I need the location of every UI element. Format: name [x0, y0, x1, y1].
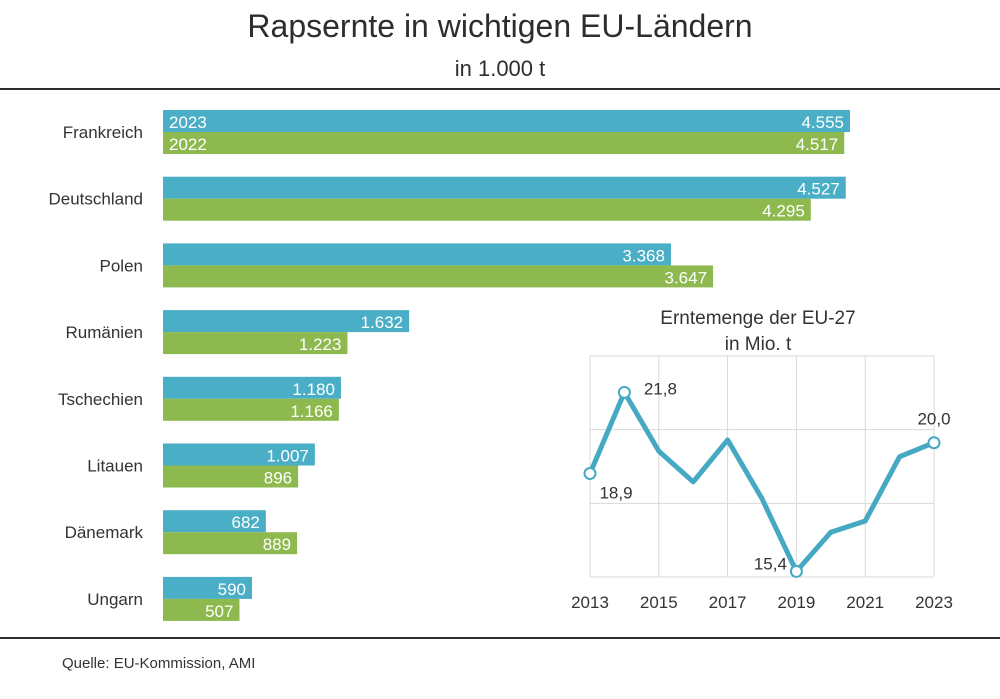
highlight-point — [583, 466, 597, 480]
value-label-2022: 4.517 — [796, 135, 839, 154]
value-label-2022: 4.295 — [762, 202, 805, 221]
bar-2023 — [163, 310, 410, 333]
category-label: Tschechien — [58, 390, 143, 409]
chart-subtitle: in 1.000 t — [454, 56, 546, 81]
bar-2022 — [163, 198, 811, 221]
value-label-2022: 1.223 — [299, 335, 342, 354]
point-label: 15,4 — [754, 554, 787, 573]
bar-2023 — [163, 176, 846, 199]
value-label-2022: 896 — [264, 469, 292, 488]
value-label-2022: 889 — [263, 535, 291, 554]
value-label-2023: 1.632 — [361, 313, 404, 332]
bar-2022 — [163, 265, 714, 288]
bar-2023 — [163, 243, 671, 266]
point-label: 18,9 — [599, 483, 632, 502]
value-label-2022: 3.647 — [665, 268, 708, 287]
value-label-2023: 1.007 — [266, 447, 309, 466]
value-label-2022: 507 — [205, 602, 233, 621]
highlight-point — [617, 385, 631, 399]
inset-title: Erntemenge der EU-27 — [660, 308, 855, 329]
x-tick-label: 2023 — [915, 593, 953, 612]
value-label-2023: 1.180 — [292, 380, 335, 399]
value-label-2023: 590 — [218, 580, 246, 599]
point-label: 21,8 — [644, 379, 677, 398]
category-label: Frankreich — [63, 123, 143, 142]
x-tick-label: 2019 — [777, 593, 815, 612]
value-label-2022: 1.166 — [290, 402, 333, 421]
value-label-2023: 3.368 — [622, 246, 665, 265]
category-label: Dänemark — [65, 523, 144, 542]
top-rule — [0, 88, 1000, 90]
bar-2022 — [163, 398, 339, 421]
bottom-rule — [0, 637, 1000, 639]
line-series — [587, 389, 937, 574]
bar-chart: Frankreich 4.555 4.517 2023 2022 Deutschland 4… — [48, 110, 850, 621]
highlight-point — [927, 436, 941, 450]
x-tick-label: 2015 — [640, 593, 678, 612]
category-label: Polen — [100, 256, 143, 275]
inset-subtitle: in Mio. t — [725, 334, 792, 355]
line-chart: Erntemenge der EU-27 in Mio. t 2013 2015 201… — [571, 308, 953, 612]
bar-2022 — [163, 132, 845, 154]
chart-title: Rapsernte in wichtigen EU-Ländern — [247, 8, 753, 44]
x-tick-label: 2013 — [571, 593, 609, 612]
bar-2023 — [163, 443, 315, 466]
bar-2022 — [163, 465, 299, 488]
category-label: Litauen — [87, 457, 143, 476]
legend-label-2023: 2023 — [169, 113, 207, 132]
value-label-2023: 682 — [231, 513, 259, 532]
bar-2023 — [163, 510, 266, 533]
bar-2022 — [163, 332, 348, 355]
bar-2022 — [163, 598, 240, 621]
x-tick-label: 2017 — [709, 593, 747, 612]
highlight-point — [789, 564, 803, 578]
x-tick-label: 2021 — [846, 593, 884, 612]
bar-2023 — [163, 376, 341, 399]
category-label: Rumänien — [66, 323, 144, 342]
value-label-2023: 4.527 — [797, 180, 840, 199]
bar-2023 — [163, 576, 252, 599]
bar-2022 — [163, 532, 298, 555]
source-note: Quelle: EU-Kommission, AMI — [62, 655, 256, 672]
point-label: 20,0 — [917, 410, 950, 429]
category-label: Deutschland — [48, 190, 143, 209]
value-label-2023: 4.555 — [801, 113, 844, 132]
legend-label-2022: 2022 — [169, 135, 207, 154]
category-label: Ungarn — [87, 590, 143, 609]
bar-2023 — [163, 110, 850, 132]
